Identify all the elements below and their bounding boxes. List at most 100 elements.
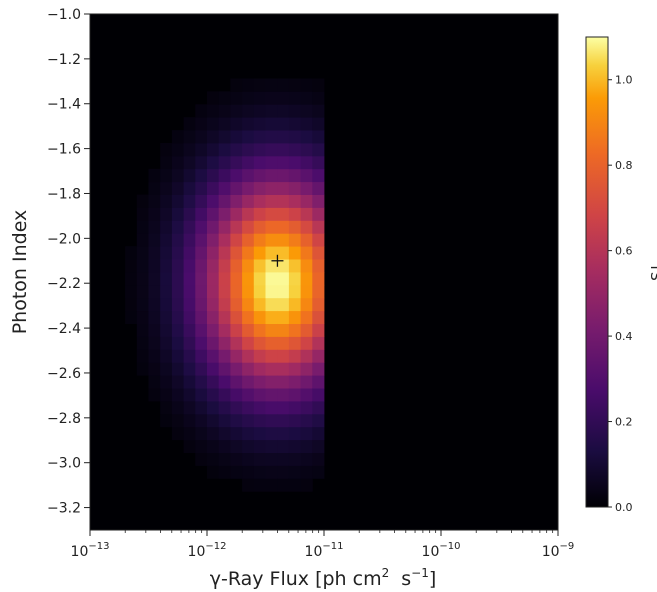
heatmap-cell <box>312 181 325 195</box>
heatmap-cell <box>253 130 266 144</box>
heatmap-cell <box>242 91 255 105</box>
heatmap-cell <box>242 323 255 337</box>
heatmap-cell <box>183 413 196 428</box>
heatmap-cell <box>195 104 208 118</box>
heatmap-cell <box>218 426 231 441</box>
heatmap-cell <box>230 259 243 273</box>
heatmap-cell <box>277 91 290 105</box>
heatmap-cell <box>288 130 301 144</box>
heatmap-cell <box>195 207 208 221</box>
heatmap-cell <box>230 452 243 466</box>
heatmap-cell <box>312 91 325 105</box>
heatmap-cell <box>218 246 231 260</box>
heatmap-cell <box>242 130 255 144</box>
heatmap-cell <box>195 246 208 260</box>
heatmap-cell <box>230 272 243 286</box>
heatmap-cell <box>218 130 231 144</box>
heatmap-cell <box>171 310 184 324</box>
heatmap-cell <box>230 233 243 247</box>
y-tick-label: −2.8 <box>47 411 81 427</box>
heatmap-cell <box>218 310 231 324</box>
heatmap-cell <box>242 104 255 118</box>
heatmap-cell <box>253 375 266 389</box>
heatmap-cell <box>183 323 196 337</box>
heatmap-cell <box>230 194 243 208</box>
heatmap-cell <box>288 272 301 286</box>
heatmap-cell <box>288 336 301 350</box>
heatmap-cell <box>218 452 231 466</box>
heatmap-cell <box>312 272 325 286</box>
heatmap-cell <box>300 336 313 350</box>
heatmap-cell <box>277 323 290 337</box>
heatmap-cell <box>148 349 161 363</box>
heatmap-cell <box>136 349 149 363</box>
heatmap-cell <box>230 78 243 92</box>
heatmap-cell <box>253 413 266 428</box>
heatmap-cell <box>265 297 278 312</box>
heatmap-cell <box>207 104 220 118</box>
heatmap-cell <box>136 362 149 376</box>
heatmap-cell <box>183 233 196 247</box>
heatmap-cell <box>300 104 313 118</box>
heatmap-cell <box>218 362 231 376</box>
heatmap-cell <box>195 130 208 144</box>
heatmap-cell <box>288 181 301 195</box>
colorbar-ticks: 0.0 0.2 0.4 0.6 0.8 1.0 <box>608 74 633 514</box>
heatmap-cell <box>171 194 184 208</box>
heatmap-cell <box>148 233 161 247</box>
heatmap-cell <box>207 220 220 234</box>
heatmap-cell <box>207 336 220 350</box>
y-tick-label: −2.2 <box>47 276 81 292</box>
heatmap-cell <box>242 155 255 170</box>
heatmap-cell <box>171 413 184 428</box>
heatmap-cell <box>265 362 278 376</box>
heatmap-cell <box>300 349 313 363</box>
heatmap-cell <box>136 297 149 312</box>
heatmap-cell <box>300 78 313 92</box>
x-tick-label: 10−9 <box>542 541 575 560</box>
heatmap-cell <box>300 272 313 286</box>
heatmap-cell <box>230 310 243 324</box>
heatmap-cell <box>242 310 255 324</box>
heatmap-cell <box>242 297 255 312</box>
heatmap-cell <box>300 401 313 415</box>
heatmap-cell <box>230 155 243 170</box>
heatmap-cell <box>253 220 266 234</box>
heatmap-cell <box>288 220 301 234</box>
heatmap-cell <box>288 478 301 492</box>
heatmap-cell <box>160 194 173 208</box>
heatmap-cell <box>312 220 325 234</box>
heatmap-cell <box>288 349 301 363</box>
heatmap-cell <box>218 143 231 157</box>
x-tick-label-exponent: −11 <box>322 541 343 552</box>
heatmap-cell <box>171 284 184 299</box>
heatmap-cell <box>277 155 290 170</box>
heatmap-cell <box>253 246 266 260</box>
heatmap-cell <box>253 362 266 376</box>
x-tick-label-base: 10 <box>422 544 440 560</box>
heatmap-cells <box>125 78 325 492</box>
heatmap-cell <box>312 413 325 428</box>
heatmap-cell <box>300 426 313 441</box>
heatmap-cell <box>171 426 184 441</box>
heatmap-cell <box>218 168 231 183</box>
heatmap-cell <box>171 401 184 415</box>
heatmap-cell <box>277 413 290 428</box>
heatmap-cell <box>300 465 313 479</box>
heatmap-cell <box>242 426 255 441</box>
y-tick-label: −1.6 <box>47 142 81 158</box>
x-tick-label-exponent: −12 <box>205 541 226 552</box>
heatmap-cell <box>253 310 266 324</box>
heatmap-cell <box>148 272 161 286</box>
heatmap-cell <box>300 413 313 428</box>
heatmap-cell <box>125 310 138 324</box>
colorbar-tick-label: 1.0 <box>615 74 633 87</box>
heatmap-cell <box>195 181 208 195</box>
x-tick-label-exponent: −9 <box>560 541 575 552</box>
x-axis-label-tail-sup: −1 <box>411 566 429 580</box>
heatmap-cell <box>288 194 301 208</box>
heatmap-cell <box>277 259 290 273</box>
heatmap-cell <box>300 155 313 170</box>
heatmap-cell <box>195 388 208 402</box>
heatmap-cell <box>312 168 325 183</box>
